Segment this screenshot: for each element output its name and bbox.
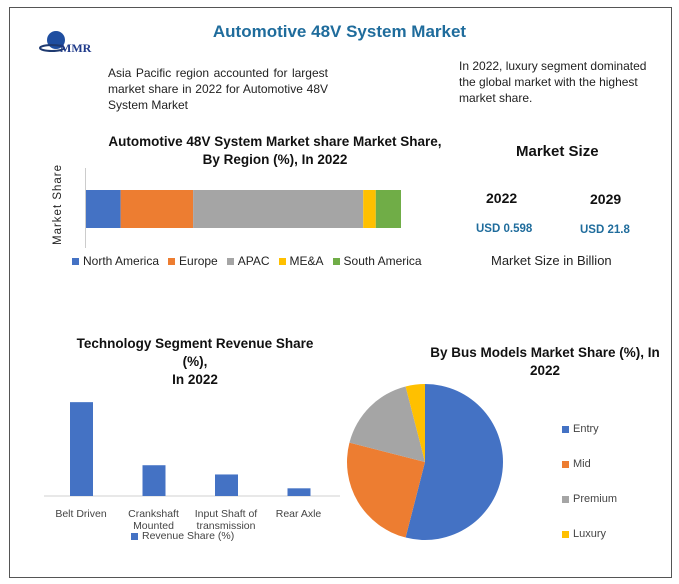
tech-x-labels: Belt Driven Crankshaft Mounted Input Shaft… [44, 508, 340, 538]
region-legend-item: ME&A [278, 254, 324, 268]
legend-swatch [278, 257, 286, 265]
pie-legend-item: Luxury [562, 528, 617, 540]
region-segment-south-america [375, 190, 401, 228]
market-size-caption: Market Size in Billion [491, 253, 612, 268]
pie-slice-entry [405, 384, 503, 540]
tech-bar-3 [287, 488, 311, 496]
tech-x-label: Belt Driven [55, 508, 107, 520]
legend-swatch [226, 257, 234, 265]
legend-label: Mid [573, 458, 591, 470]
pie-title-1: By Bus Models Market Share (%), In [430, 345, 660, 360]
legend-swatch [332, 257, 340, 265]
region-legend-item: APAC [226, 254, 270, 268]
legend-swatch [562, 460, 569, 468]
legend-label: Entry [573, 423, 599, 435]
page-title: Automotive 48V System Market [212, 22, 467, 41]
region-segment-apac [193, 190, 364, 228]
pie-legend-item: Mid [562, 458, 617, 470]
svg-text:MMR: MMR [60, 41, 92, 55]
pie-slice-premium [349, 386, 425, 462]
region-segment-europe [120, 190, 194, 228]
mmr-logo: MMR [38, 26, 118, 56]
legend-label: South America [343, 254, 422, 268]
region-segment-me-a [363, 190, 376, 228]
region-stacked-bar [86, 190, 401, 228]
region-chart-axis [85, 168, 86, 248]
region-legend-item: North America [72, 254, 159, 268]
legend-label: APAC [237, 254, 270, 268]
region-chart-title-2: By Region (%), In 2022 [202, 152, 348, 167]
bus-models-pie [347, 384, 503, 540]
market-year-2029: 2029 [590, 191, 622, 207]
tech-x-label: Crankshaft Mounted [128, 508, 179, 532]
legend-label: Luxury [573, 528, 607, 540]
region-chart-ylabel: Market Share [52, 163, 64, 245]
legend-swatch [562, 495, 569, 503]
region-segment-north-america [86, 190, 121, 228]
legend-label: Europe [179, 254, 218, 268]
legend-swatch [72, 257, 79, 265]
legend-swatch [562, 530, 569, 538]
pie-title-2: 2022 [529, 363, 561, 378]
tech-bar-0 [70, 402, 93, 496]
region-legend-item: Europe [168, 254, 218, 268]
market-size-title: Market Size [516, 143, 599, 160]
tech-bar-2 [215, 474, 238, 496]
tech-bar-1 [142, 465, 166, 496]
luxury-note: In 2022, luxury segment dominated the gl… [459, 59, 647, 105]
market-value-2022: USD 0.598 [476, 223, 533, 235]
pie-legend: Entry Mid Premium Luxury [562, 423, 617, 563]
tech-legend: Revenue Share (%) [131, 530, 234, 542]
region-legend: North America Europe APAC ME&A South America [72, 254, 422, 268]
tech-legend-label: Revenue Share (%) [142, 530, 235, 542]
region-legend-item: South America [332, 254, 422, 268]
legend-swatch [131, 532, 138, 540]
tech-chart-title-1: Technology Segment Revenue Share [76, 336, 314, 351]
legend-swatch [562, 425, 569, 433]
tech-x-label: Rear Axle [275, 508, 322, 520]
tech-chart-title-2: (%), [182, 354, 208, 369]
region-chart-title-1: Automotive 48V System Market share Marke… [108, 134, 442, 149]
market-year-2022: 2022 [486, 190, 518, 206]
legend-label: Premium [573, 493, 618, 505]
tech-x-label: Input Shaft of transmission [194, 508, 258, 532]
legend-label: ME&A [289, 254, 324, 268]
infographic-frame [9, 7, 672, 578]
pie-slice-mid [347, 442, 425, 538]
pie-slice-luxury [405, 384, 425, 462]
pie-legend-item: Entry [562, 423, 617, 435]
tech-chart-title-3: In 2022 [172, 372, 218, 387]
globe-icon: MMR [39, 31, 92, 55]
pie-legend-item: Premium [562, 493, 617, 505]
tech-bar-chart [44, 402, 340, 497]
market-value-2029: USD 21.8 [580, 224, 630, 236]
legend-label: North America [83, 254, 160, 268]
legend-swatch [168, 257, 176, 265]
region-note: Asia Pacific region accounted for larges… [108, 66, 328, 112]
